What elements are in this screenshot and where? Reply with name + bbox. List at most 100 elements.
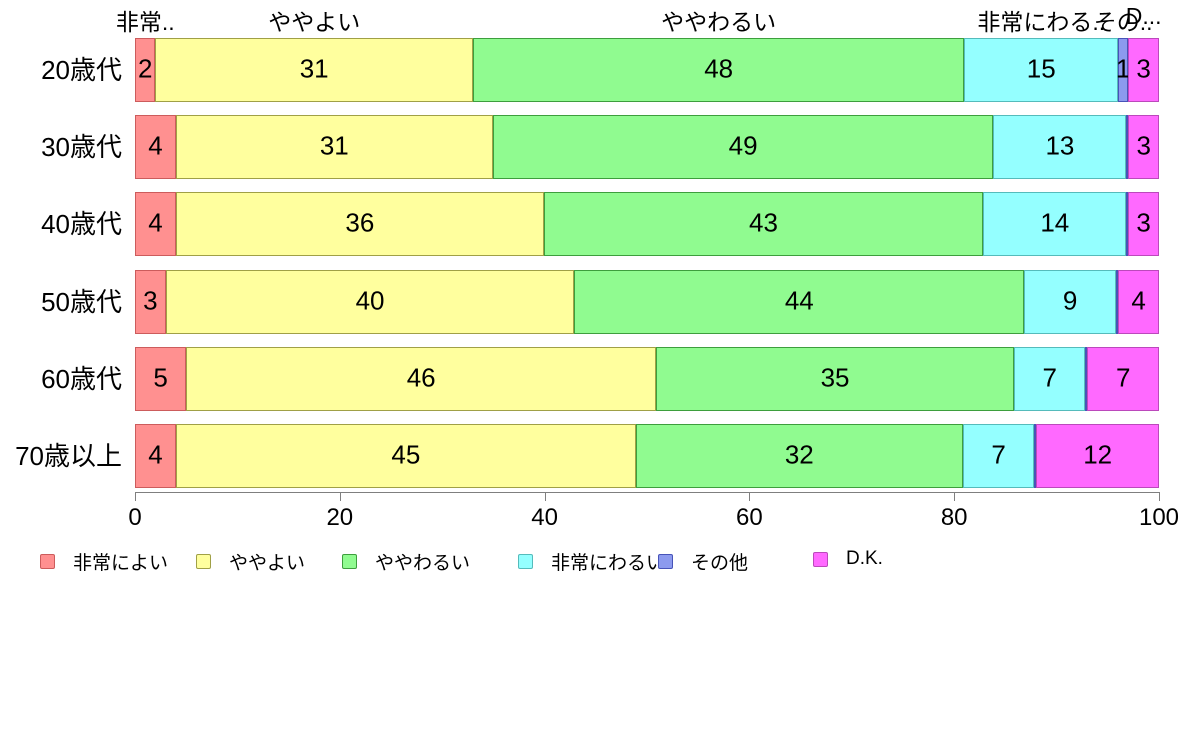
segment-value-label: 32 bbox=[784, 439, 814, 470]
series-top-label: ややよい bbox=[268, 9, 361, 35]
bar-segment: 7 bbox=[962, 423, 1035, 488]
segment-value-label: 45 bbox=[391, 439, 421, 470]
segment-value-label: 3 bbox=[1136, 53, 1151, 84]
bar-segment: 46 bbox=[186, 346, 657, 411]
segment-value-label: 15 bbox=[1026, 53, 1056, 84]
stacked-bar: 3 40 44 9 4 bbox=[135, 269, 1159, 334]
segment-value-label: 5 bbox=[153, 362, 168, 393]
segment-value-label: 31 bbox=[319, 130, 349, 161]
legend-label: 非常にわるい bbox=[551, 553, 666, 574]
bar-segment: 4 bbox=[135, 115, 176, 180]
bar-segment: 3 bbox=[135, 269, 166, 334]
segment-value-label: 3 bbox=[143, 284, 158, 315]
segment-value-label: 49 bbox=[728, 130, 758, 161]
x-axis-tick bbox=[1159, 492, 1160, 501]
bar-segment: 36 bbox=[175, 192, 544, 257]
segment-value-label: 9 bbox=[1062, 284, 1078, 315]
bar-segment: 4 bbox=[135, 192, 176, 257]
bar-segment: 13 bbox=[993, 115, 1127, 180]
legend-label: ややよい bbox=[229, 553, 306, 574]
x-axis-tick bbox=[339, 492, 341, 501]
y-axis-label: 40歳代 bbox=[41, 209, 122, 240]
y-axis-label: 50歳代 bbox=[41, 286, 122, 317]
bar-segment: 48 bbox=[472, 38, 965, 102]
legend-item: 非常にわるい bbox=[518, 548, 665, 575]
legend-label: D.K. bbox=[846, 548, 883, 569]
stacked-bar: 4 31 49 13 3 bbox=[135, 115, 1159, 180]
segment-value-label: 46 bbox=[406, 362, 436, 393]
bar-segment: 44 bbox=[574, 269, 1025, 334]
bar-segment: 7 bbox=[1013, 346, 1086, 411]
legend-item: その他 bbox=[658, 548, 748, 575]
bar-segment: 12 bbox=[1036, 423, 1159, 488]
y-axis-label: 20歳代 bbox=[41, 55, 122, 85]
y-axis-label: 30歳代 bbox=[41, 132, 122, 163]
bar-segment: 7 bbox=[1087, 346, 1159, 411]
x-axis: 0 20 40 60 80 100 bbox=[128, 492, 1179, 536]
legend-swatch bbox=[813, 551, 828, 567]
stacked-bar: 4 36 43 14 3 bbox=[135, 192, 1159, 257]
bar-segment: 35 bbox=[656, 346, 1014, 411]
series-top-label: 非常にわる.. bbox=[977, 9, 1106, 35]
segment-value-label: 40 bbox=[355, 284, 385, 315]
x-axis-tick bbox=[749, 492, 751, 501]
segment-value-label: 36 bbox=[345, 207, 375, 238]
legend-label: ややわるい bbox=[375, 553, 471, 574]
x-axis-tick-label: 20 bbox=[326, 504, 354, 531]
segment-value-label: 2 bbox=[138, 53, 153, 84]
segment-value-label: 4 bbox=[148, 207, 163, 238]
segment-value-label: 12 bbox=[1083, 439, 1113, 470]
bar-segment bbox=[1085, 346, 1088, 411]
x-axis-tick-label: 0 bbox=[128, 504, 142, 531]
series-top-label: その.. bbox=[1093, 9, 1153, 35]
bar-segment bbox=[1116, 269, 1119, 334]
series-top-label: 非常.. bbox=[115, 9, 175, 35]
legend-item: D.K. bbox=[813, 548, 883, 570]
bar-segment: 4 bbox=[1118, 269, 1159, 334]
legend-label: 非常によい bbox=[73, 553, 169, 574]
segment-value-label: 7 bbox=[1115, 362, 1131, 393]
segment-value-label: 3 bbox=[1136, 207, 1151, 238]
bar-segment: 3 bbox=[1128, 38, 1159, 102]
y-axis-label: 70歳以上 bbox=[15, 440, 122, 471]
stacked-bar: 4 45 32 7 12 bbox=[135, 423, 1159, 488]
legend-swatch bbox=[342, 554, 357, 569]
plot-area: 2 31 48 15 1 3 4 31 49 13 3 4 36 43 14 3 3 40 44 9 4 5 46 35 7 7 4… bbox=[135, 38, 1159, 488]
segment-value-label: 44 bbox=[784, 284, 814, 315]
segment-value-label: 48 bbox=[704, 53, 734, 84]
segment-value-label: 7 bbox=[1042, 362, 1057, 393]
bar-segment: 9 bbox=[1024, 269, 1117, 334]
legend-swatch bbox=[196, 554, 211, 569]
segment-value-label: 1 bbox=[1115, 53, 1131, 84]
segment-value-label: 35 bbox=[820, 362, 850, 393]
segment-value-label: 4 bbox=[148, 439, 163, 470]
legend: 非常によい ややよい ややわるい 非常にわるい その他 D.K. bbox=[0, 548, 1188, 574]
bar-segment: 45 bbox=[175, 423, 636, 488]
bar-segment bbox=[1126, 115, 1129, 180]
bar-segment: 43 bbox=[543, 192, 984, 257]
bar-segment: 49 bbox=[492, 115, 994, 180]
legend-label: その他 bbox=[691, 553, 749, 574]
legend-item: ややわるい bbox=[342, 548, 470, 575]
x-axis-tick-label: 100 bbox=[1138, 504, 1180, 531]
segment-value-label: 31 bbox=[299, 53, 329, 84]
bar-segment: 32 bbox=[635, 423, 963, 488]
bar-segment: 14 bbox=[983, 192, 1127, 257]
x-axis-line bbox=[135, 492, 1159, 493]
y-axis-label: 60歳代 bbox=[41, 363, 122, 394]
bar-segment: 15 bbox=[964, 38, 1119, 102]
legend-swatch bbox=[658, 554, 673, 569]
bar-segment bbox=[1126, 192, 1129, 257]
x-axis-tick bbox=[954, 492, 956, 501]
bar-segment: 3 bbox=[1128, 115, 1159, 180]
x-axis-tick-label: 60 bbox=[736, 504, 763, 531]
x-axis-tick bbox=[135, 492, 136, 501]
stacked-bar: 5 46 35 7 7 bbox=[135, 346, 1159, 411]
segment-value-label: 7 bbox=[991, 439, 1006, 470]
legend-item: 非常によい bbox=[40, 548, 168, 575]
segment-value-label: 4 bbox=[148, 130, 163, 161]
bar-segment: 3 bbox=[1128, 192, 1159, 257]
bar-segment: 31 bbox=[175, 115, 493, 180]
bar-segment: 40 bbox=[165, 269, 575, 334]
